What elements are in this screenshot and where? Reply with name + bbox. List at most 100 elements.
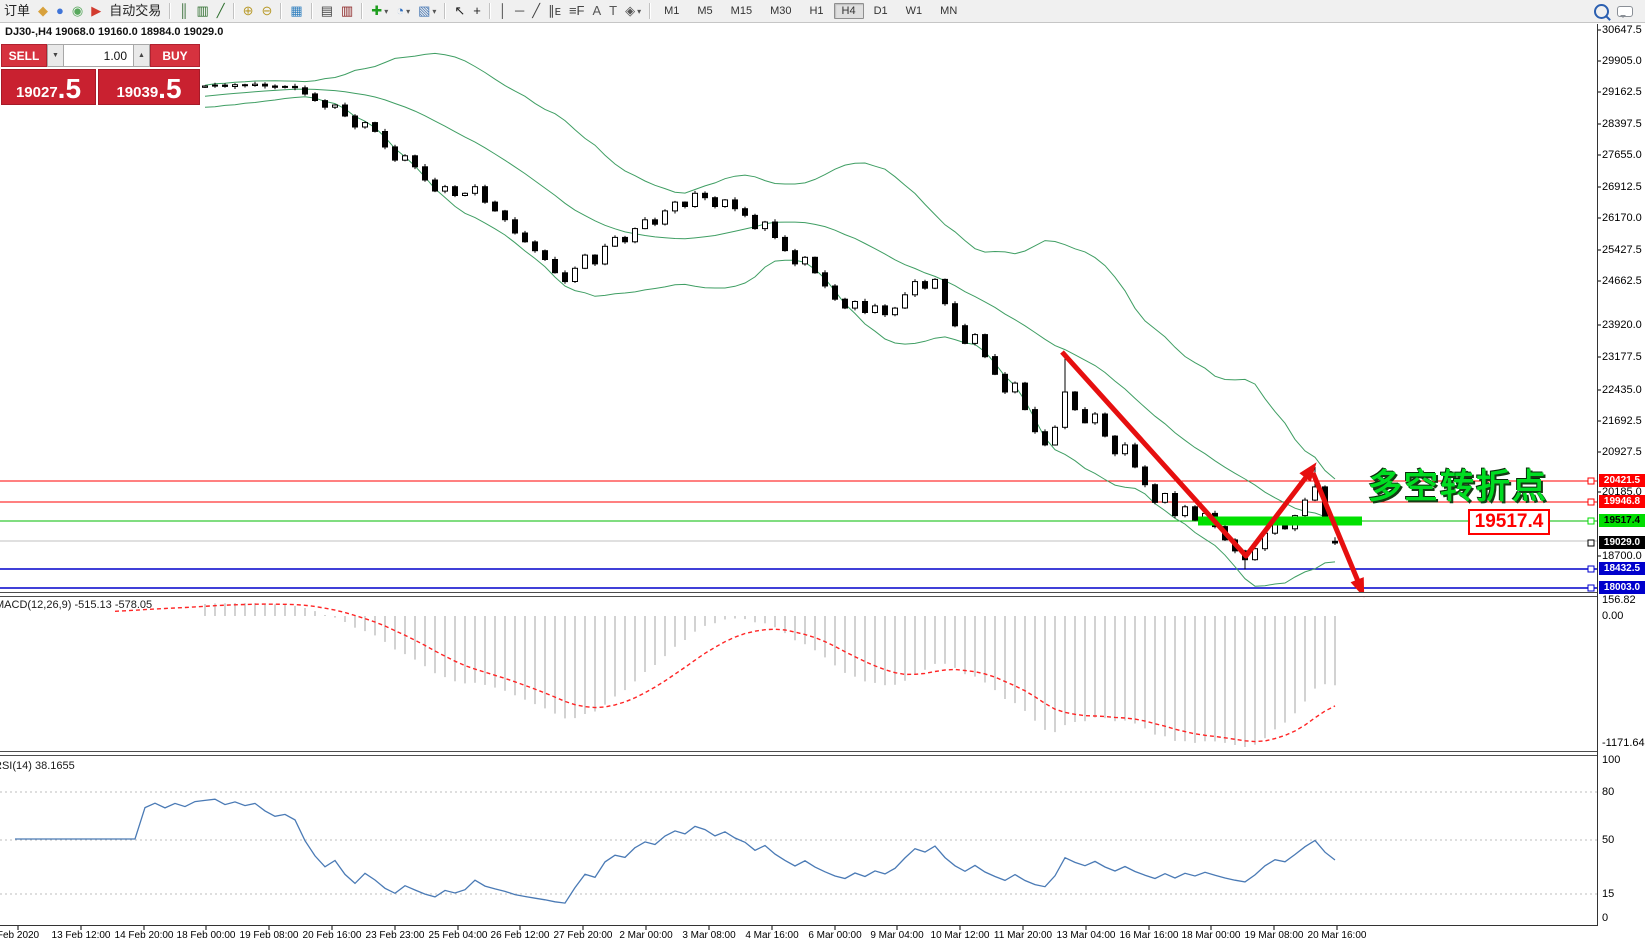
candlestick-chart-icon[interactable]: ▥ [192, 1, 212, 21]
time-axis-label[interactable]: 13 Feb 12:00 [51, 930, 111, 941]
crosshair-icon[interactable]: + [469, 1, 485, 21]
candle-body [852, 301, 858, 309]
crosshair-icon: + [473, 3, 481, 18]
time-axis-label[interactable]: 20 Mar 16:00 [1307, 930, 1367, 941]
equidistant-channel-icon[interactable]: ∥ᴇ [544, 1, 565, 21]
vertical-line-icon[interactable]: │ [495, 1, 511, 21]
signal-icon: ◉ [71, 3, 84, 18]
volume-decrease-button[interactable]: ▼ [47, 44, 64, 67]
timeframe-mn[interactable]: MN [940, 5, 958, 17]
time-axis-label[interactable]: 3 Mar 08:00 [682, 930, 736, 941]
price-axis-tick[interactable]: 29162.5 [1602, 86, 1642, 98]
volume-input[interactable]: 1.00 [64, 44, 133, 67]
fibonacci-icon[interactable]: ≡F [565, 1, 589, 21]
timeframe-d1[interactable]: D1 [873, 5, 888, 17]
sell-price[interactable]: 19027 .5 [1, 69, 96, 105]
price-axis-tick[interactable]: 25427.5 [1602, 244, 1642, 256]
price-axis-tick[interactable]: 18700.0 [1602, 550, 1642, 562]
period-clock-icon[interactable]: ◔ ▾ [392, 1, 414, 21]
candle-body [272, 85, 278, 88]
cursor-icon[interactable]: ↖ [450, 1, 469, 21]
candle-body [542, 250, 548, 260]
timeframe-w1[interactable]: W1 [905, 5, 923, 17]
accounts-icon[interactable]: ● [52, 1, 68, 21]
timeframe-h1[interactable]: H1 [809, 5, 824, 17]
bar-chart-icon[interactable]: ║ [175, 1, 192, 21]
zoom-in-icon[interactable]: ⊕ [239, 1, 258, 21]
time-axis-label[interactable]: 23 Feb 23:00 [365, 930, 425, 941]
time-axis-label[interactable]: 19 Mar 08:00 [1244, 930, 1304, 941]
main-macd-separator[interactable] [0, 592, 1597, 597]
price-axis-tick[interactable]: 23177.5 [1602, 351, 1642, 363]
price-axis-tick[interactable]: 22435.0 [1602, 384, 1642, 396]
buy-price[interactable]: 19039 .5 [98, 69, 200, 105]
line-chart-icon[interactable]: ╱ [213, 1, 229, 21]
price-axis-tick[interactable]: 28397.5 [1602, 118, 1642, 130]
new-indicator-window-icon[interactable]: ▤ [317, 1, 337, 21]
tile-windows-icon[interactable]: ▦ [286, 1, 306, 21]
time-axis-label[interactable]: 27 Feb 20:00 [553, 930, 613, 941]
time-axis-label[interactable]: 18 Mar 00:00 [1181, 930, 1241, 941]
candle-body [682, 201, 688, 208]
sell-button[interactable]: SELL [1, 44, 47, 67]
trendline-icon[interactable]: ╱ [528, 1, 544, 21]
candle-body [412, 155, 418, 168]
price-axis-tick[interactable]: 26170.0 [1602, 212, 1642, 224]
buy-button[interactable]: BUY [150, 44, 200, 67]
text-icon[interactable]: A [588, 1, 605, 21]
macd-rsi-separator[interactable] [0, 751, 1597, 756]
candle-body [1252, 548, 1258, 561]
indicator-list-icon[interactable]: ▥ [337, 1, 357, 21]
price-axis-tick[interactable]: 23920.0 [1602, 319, 1642, 331]
time-axis-label[interactable]: 20 Feb 16:00 [302, 930, 362, 941]
zoom-out-icon[interactable]: ⊖ [257, 1, 276, 21]
price-axis-tick[interactable]: 27655.0 [1602, 149, 1642, 161]
timeframe-m1[interactable]: M1 [664, 5, 680, 17]
time-axis-label[interactable]: 2 Mar 00:00 [619, 930, 673, 941]
timeframe-m15[interactable]: M15 [730, 5, 753, 17]
time-axis-label[interactable]: 4 Mar 16:00 [745, 930, 799, 941]
timeframe-h4[interactable]: H4 [833, 3, 864, 19]
time-axis-label[interactable]: 25 Feb 04:00 [428, 930, 488, 941]
time-axis-label[interactable]: 11 Mar 20:00 [993, 930, 1053, 941]
time-axis-label[interactable]: 9 Mar 04:00 [870, 930, 924, 941]
price-axis-tick[interactable]: 29905.0 [1602, 55, 1642, 67]
time-axis-label[interactable]: 10 Mar 12:00 [930, 930, 990, 941]
signal-icon[interactable]: ◉ [68, 1, 87, 21]
price-axis-tick[interactable]: 30647.5 [1602, 24, 1642, 36]
text-label-icon[interactable]: T [605, 1, 621, 21]
rsi-scale-label: 80 [1602, 786, 1615, 798]
timeframe-m30[interactable]: M30 [770, 5, 792, 17]
candle-body [1142, 466, 1148, 486]
price-axis-tick[interactable]: 21692.5 [1602, 415, 1642, 427]
order-button[interactable]: 订单 [4, 3, 31, 18]
horizontal-line-icon[interactable]: ─ [511, 1, 528, 21]
candle-body [1002, 373, 1008, 393]
candle-body [482, 186, 488, 203]
timeframe-m5[interactable]: M5 [697, 5, 713, 17]
candle-body [1332, 540, 1338, 544]
add-indicator-icon[interactable]: ✚ ▾ [367, 1, 392, 21]
volume-increase-button[interactable]: ▲ [133, 44, 150, 67]
search-button[interactable] [1590, 1, 1613, 21]
time-axis-label[interactable]: 13 Mar 04:00 [1056, 930, 1116, 941]
macd-signal-line [114, 603, 1336, 743]
new-order-icon[interactable]: ◆ [34, 1, 52, 21]
price-axis-tick[interactable]: 26912.5 [1602, 181, 1642, 193]
chat-button[interactable] [1613, 1, 1637, 21]
time-axis-label[interactable]: 26 Feb 12:00 [490, 930, 550, 941]
auto-trading-icon[interactable]: ▶ [87, 1, 105, 21]
template-icon[interactable]: ▧ ▾ [414, 1, 440, 21]
time-axis-label[interactable]: 19 Feb 08:00 [239, 930, 299, 941]
price-axis-tick[interactable]: 24662.5 [1602, 275, 1642, 287]
time-axis-label[interactable]: 6 Mar 00:00 [808, 930, 862, 941]
candle-body [1012, 382, 1018, 393]
time-axis-label[interactable]: 18 Feb 00:00 [176, 930, 236, 941]
time-axis-label[interactable]: 16 Mar 16:00 [1119, 930, 1179, 941]
arrows-shapes-icon[interactable]: ◈ ▾ [621, 1, 645, 21]
time-axis-label[interactable]: Feb 2020 [0, 930, 40, 941]
time-axis-label[interactable]: 14 Feb 20:00 [114, 930, 174, 941]
price-axis-tick[interactable]: 20927.5 [1602, 446, 1642, 458]
auto-trading-button[interactable]: 自动交易 [109, 3, 162, 18]
